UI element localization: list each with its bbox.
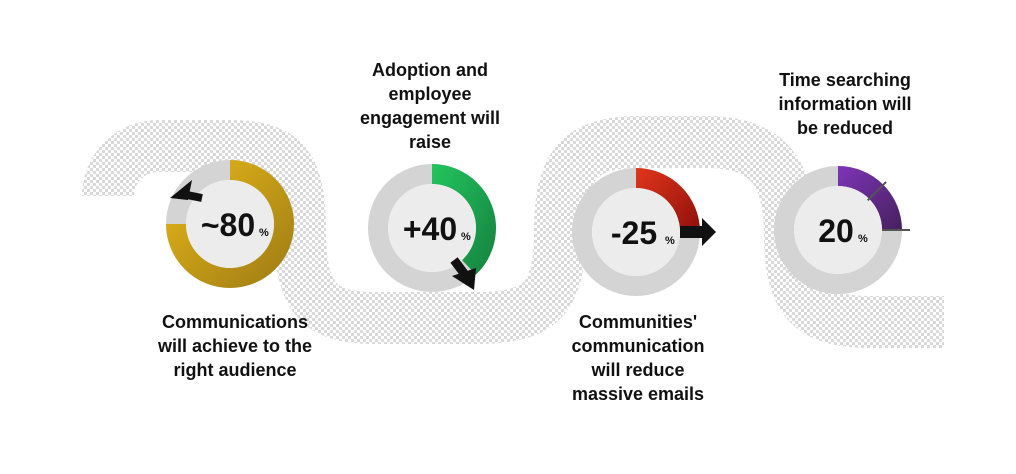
arrow-shaft	[680, 226, 704, 238]
gauge-emails: -25%	[572, 168, 716, 296]
caption-line: will achieve to the	[157, 336, 313, 356]
caption-line: engagement will	[359, 108, 501, 128]
arrow-shaft	[181, 190, 203, 202]
caption-line: information will	[778, 94, 912, 114]
caption-line: communication	[571, 336, 705, 356]
gauge-unit: %	[858, 233, 868, 245]
arrow-icon	[702, 218, 716, 246]
gauge-unit: %	[259, 227, 269, 239]
gauge-unit: %	[665, 235, 675, 247]
caption-line: Adoption and	[372, 60, 488, 80]
gauge-value: -25	[611, 215, 657, 251]
gauge-value: +40	[403, 211, 457, 247]
gauge-center-disc	[592, 188, 680, 276]
gauge-center-disc	[186, 180, 274, 268]
caption-adoption: Adoption and employee engagement will ra…	[340, 58, 520, 154]
gauge-center-disc	[794, 186, 882, 274]
needle-marker	[866, 181, 887, 202]
caption-searching: Time searching information will be reduc…	[755, 68, 935, 140]
caption-line: right audience	[173, 360, 297, 380]
caption-line: employee	[388, 84, 472, 104]
gauge-value: 20	[818, 213, 854, 249]
gauge-center-disc	[388, 184, 476, 272]
gauge-value: ~80	[201, 207, 255, 243]
gauge-communications: ~80%	[166, 160, 294, 288]
gauge-fill-arc	[636, 168, 700, 232]
arrow-icon	[452, 268, 476, 290]
caption-line: raise	[408, 132, 452, 152]
gauge-adoption: +40%	[368, 164, 497, 292]
caption-line: be reduced	[796, 118, 894, 138]
caption-line: Time searching	[779, 70, 911, 90]
gauge-fill-arc	[432, 164, 497, 275]
gauge-searching: 20%	[774, 166, 910, 294]
caption-line: Communications	[161, 312, 308, 332]
caption-communications: Communications will achieve to the right…	[140, 310, 330, 382]
caption-line: will reduce	[591, 360, 685, 380]
caption-line: massive emails	[571, 384, 705, 404]
gauge-fill-arc	[166, 160, 294, 288]
caption-emails: Communities' communication will reduce m…	[548, 310, 728, 406]
gauge-unit: %	[461, 231, 471, 243]
caption-line: Communities'	[578, 312, 698, 332]
